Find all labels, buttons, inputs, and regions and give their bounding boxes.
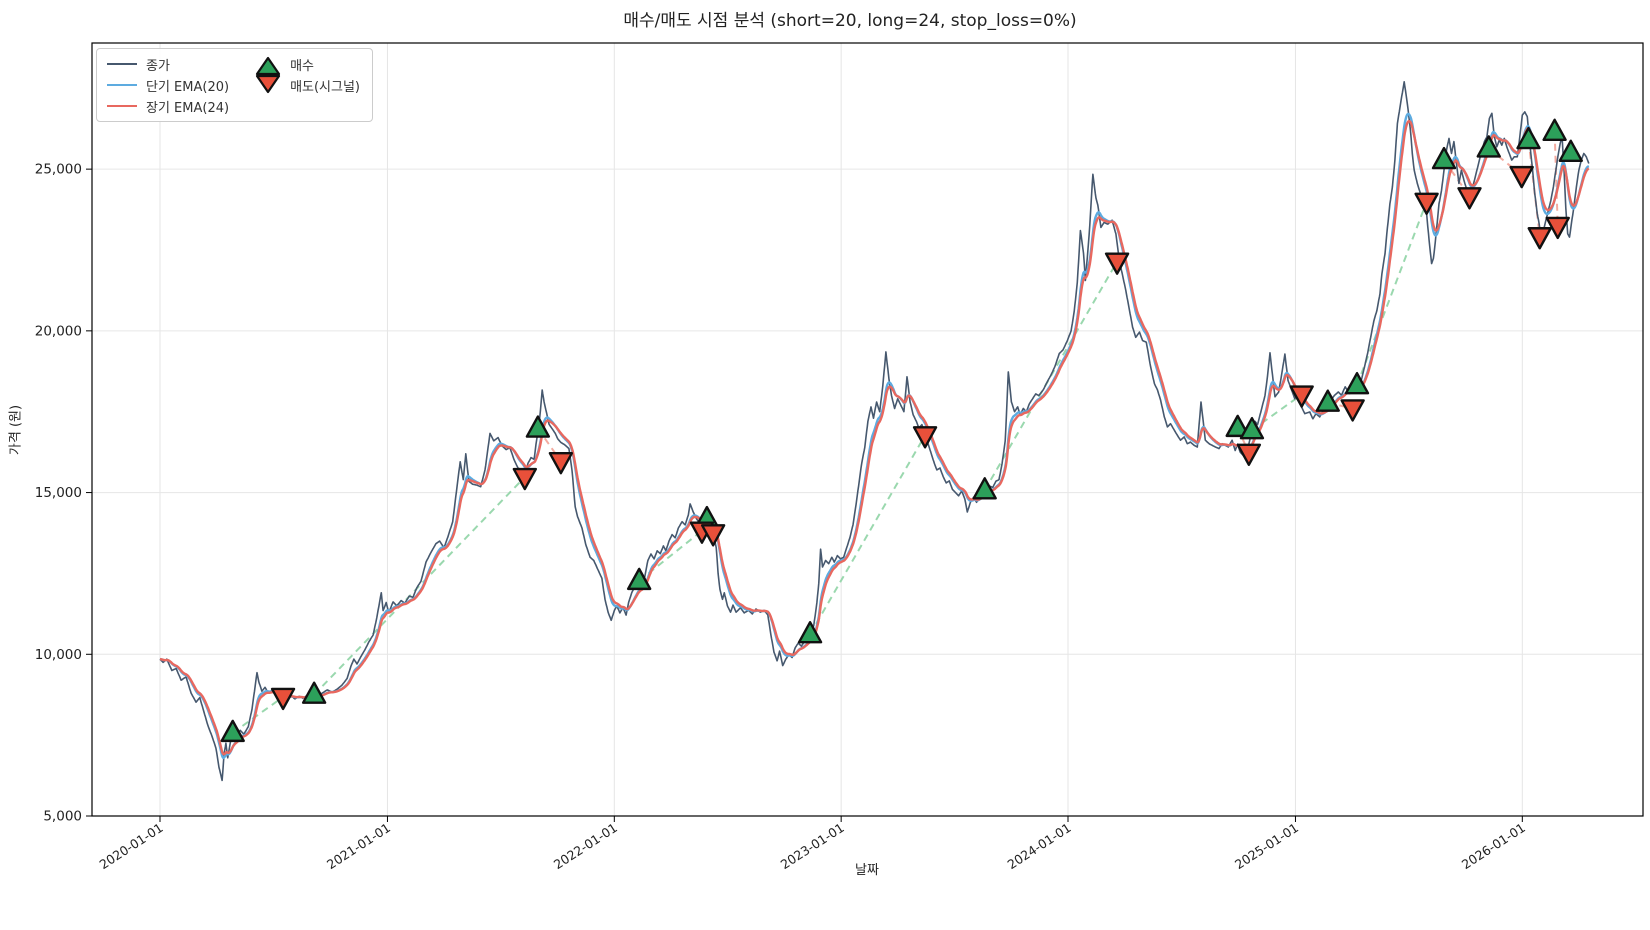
trade-line-win — [809, 434, 926, 635]
sell-marker — [1545, 216, 1570, 240]
sell-marker — [912, 426, 938, 449]
y-tick-label: 10,000 — [35, 647, 82, 663]
x-tick-label: 2023-01-01 — [778, 820, 847, 872]
sell-marker — [512, 467, 538, 491]
x-tick-label: 2021-01-01 — [324, 820, 393, 872]
buy-marker — [1558, 139, 1583, 163]
trade-line-win — [1251, 393, 1303, 431]
legend-close-label: 종가 — [146, 58, 170, 74]
buy-marker — [1476, 135, 1501, 158]
buy-marker — [1344, 371, 1370, 395]
sell-marker — [1509, 165, 1534, 189]
x-tick-label: 2025-01-01 — [1232, 820, 1301, 872]
legend-item-close: 종가 — [107, 56, 229, 74]
buy-marker — [1516, 126, 1541, 150]
legend-line-entries: 종가 단기 EMA(20) 장기 EMA(24) — [107, 56, 230, 116]
buy-marker — [1225, 414, 1250, 438]
buy-marker — [1542, 118, 1567, 141]
plot-border — [91, 42, 1644, 817]
buy-marker — [797, 621, 823, 644]
buy-marker — [1315, 389, 1340, 412]
sell-marker — [548, 451, 574, 475]
buy-marker — [1239, 416, 1265, 440]
long-ema-line — [159, 119, 1590, 756]
legend-buy-label: 매수 — [290, 58, 314, 74]
sell-marker — [1289, 385, 1314, 408]
buy-sell-marker-icon — [255, 56, 281, 94]
sell-marker — [700, 524, 726, 547]
buy-marker — [525, 415, 551, 438]
x-tick-label: 2020-01-01 — [97, 820, 166, 872]
buy-marker — [1431, 146, 1457, 170]
trade-line-win — [1356, 201, 1428, 386]
buy-marker — [626, 567, 652, 591]
sell-marker — [1236, 443, 1262, 466]
legend-item-long-ema: 장기 EMA(24) — [107, 98, 230, 116]
y-tick-label: 20,000 — [35, 323, 82, 339]
x-tick-label: 2026-01-01 — [1459, 820, 1528, 872]
x-tick-label: 2024-01-01 — [1005, 820, 1074, 872]
legend-buy-triangle-icon — [255, 56, 281, 76]
y-tick-label: 5,000 — [43, 809, 82, 825]
sell-marker — [1457, 187, 1482, 210]
legend-item-short-ema: 단기 EMA(20) — [107, 77, 230, 95]
short-ema-swatch — [107, 84, 137, 86]
trade-line-loss — [1553, 131, 1559, 226]
buy-marker — [220, 719, 245, 743]
legend-sell-label: 매도(시그널) — [290, 79, 361, 95]
sell-marker — [270, 687, 296, 711]
sell-marker — [1527, 227, 1552, 250]
y-axis-label: 가격 (원) — [8, 404, 24, 456]
legend-marker-entries: 매수 매도(시그널) — [255, 56, 360, 114]
sell-marker — [1104, 252, 1130, 275]
trade-line-win — [232, 696, 284, 734]
long-ema-swatch — [107, 105, 137, 107]
chart-title: 매수/매도 시점 분석 (short=20, long=24, stop_los… — [623, 11, 1077, 31]
legend: 종가 단기 EMA(20) 장기 EMA(24) 매수 매도(시그널) — [96, 48, 374, 122]
trade-line-win — [313, 476, 526, 696]
x-tick-label: 2022-01-01 — [551, 820, 620, 872]
buy-marker — [972, 477, 997, 500]
buy-marker — [301, 681, 327, 704]
sell-marker — [1414, 192, 1439, 216]
y-tick-label: 25,000 — [35, 162, 82, 178]
sell-marker — [1340, 399, 1365, 422]
legend-long-ema-label: 장기 EMA(24) — [146, 100, 230, 116]
legend-short-ema-label: 단기 EMA(20) — [146, 79, 230, 95]
x-axis-label: 날짜 — [855, 863, 879, 878]
y-tick-label: 15,000 — [35, 485, 82, 501]
close-line-swatch — [107, 63, 137, 65]
legend-sell-triangle-icon — [255, 74, 281, 94]
